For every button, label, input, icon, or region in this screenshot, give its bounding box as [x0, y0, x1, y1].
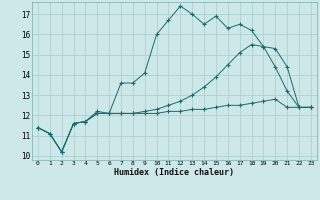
X-axis label: Humidex (Indice chaleur): Humidex (Indice chaleur) [115, 168, 234, 177]
